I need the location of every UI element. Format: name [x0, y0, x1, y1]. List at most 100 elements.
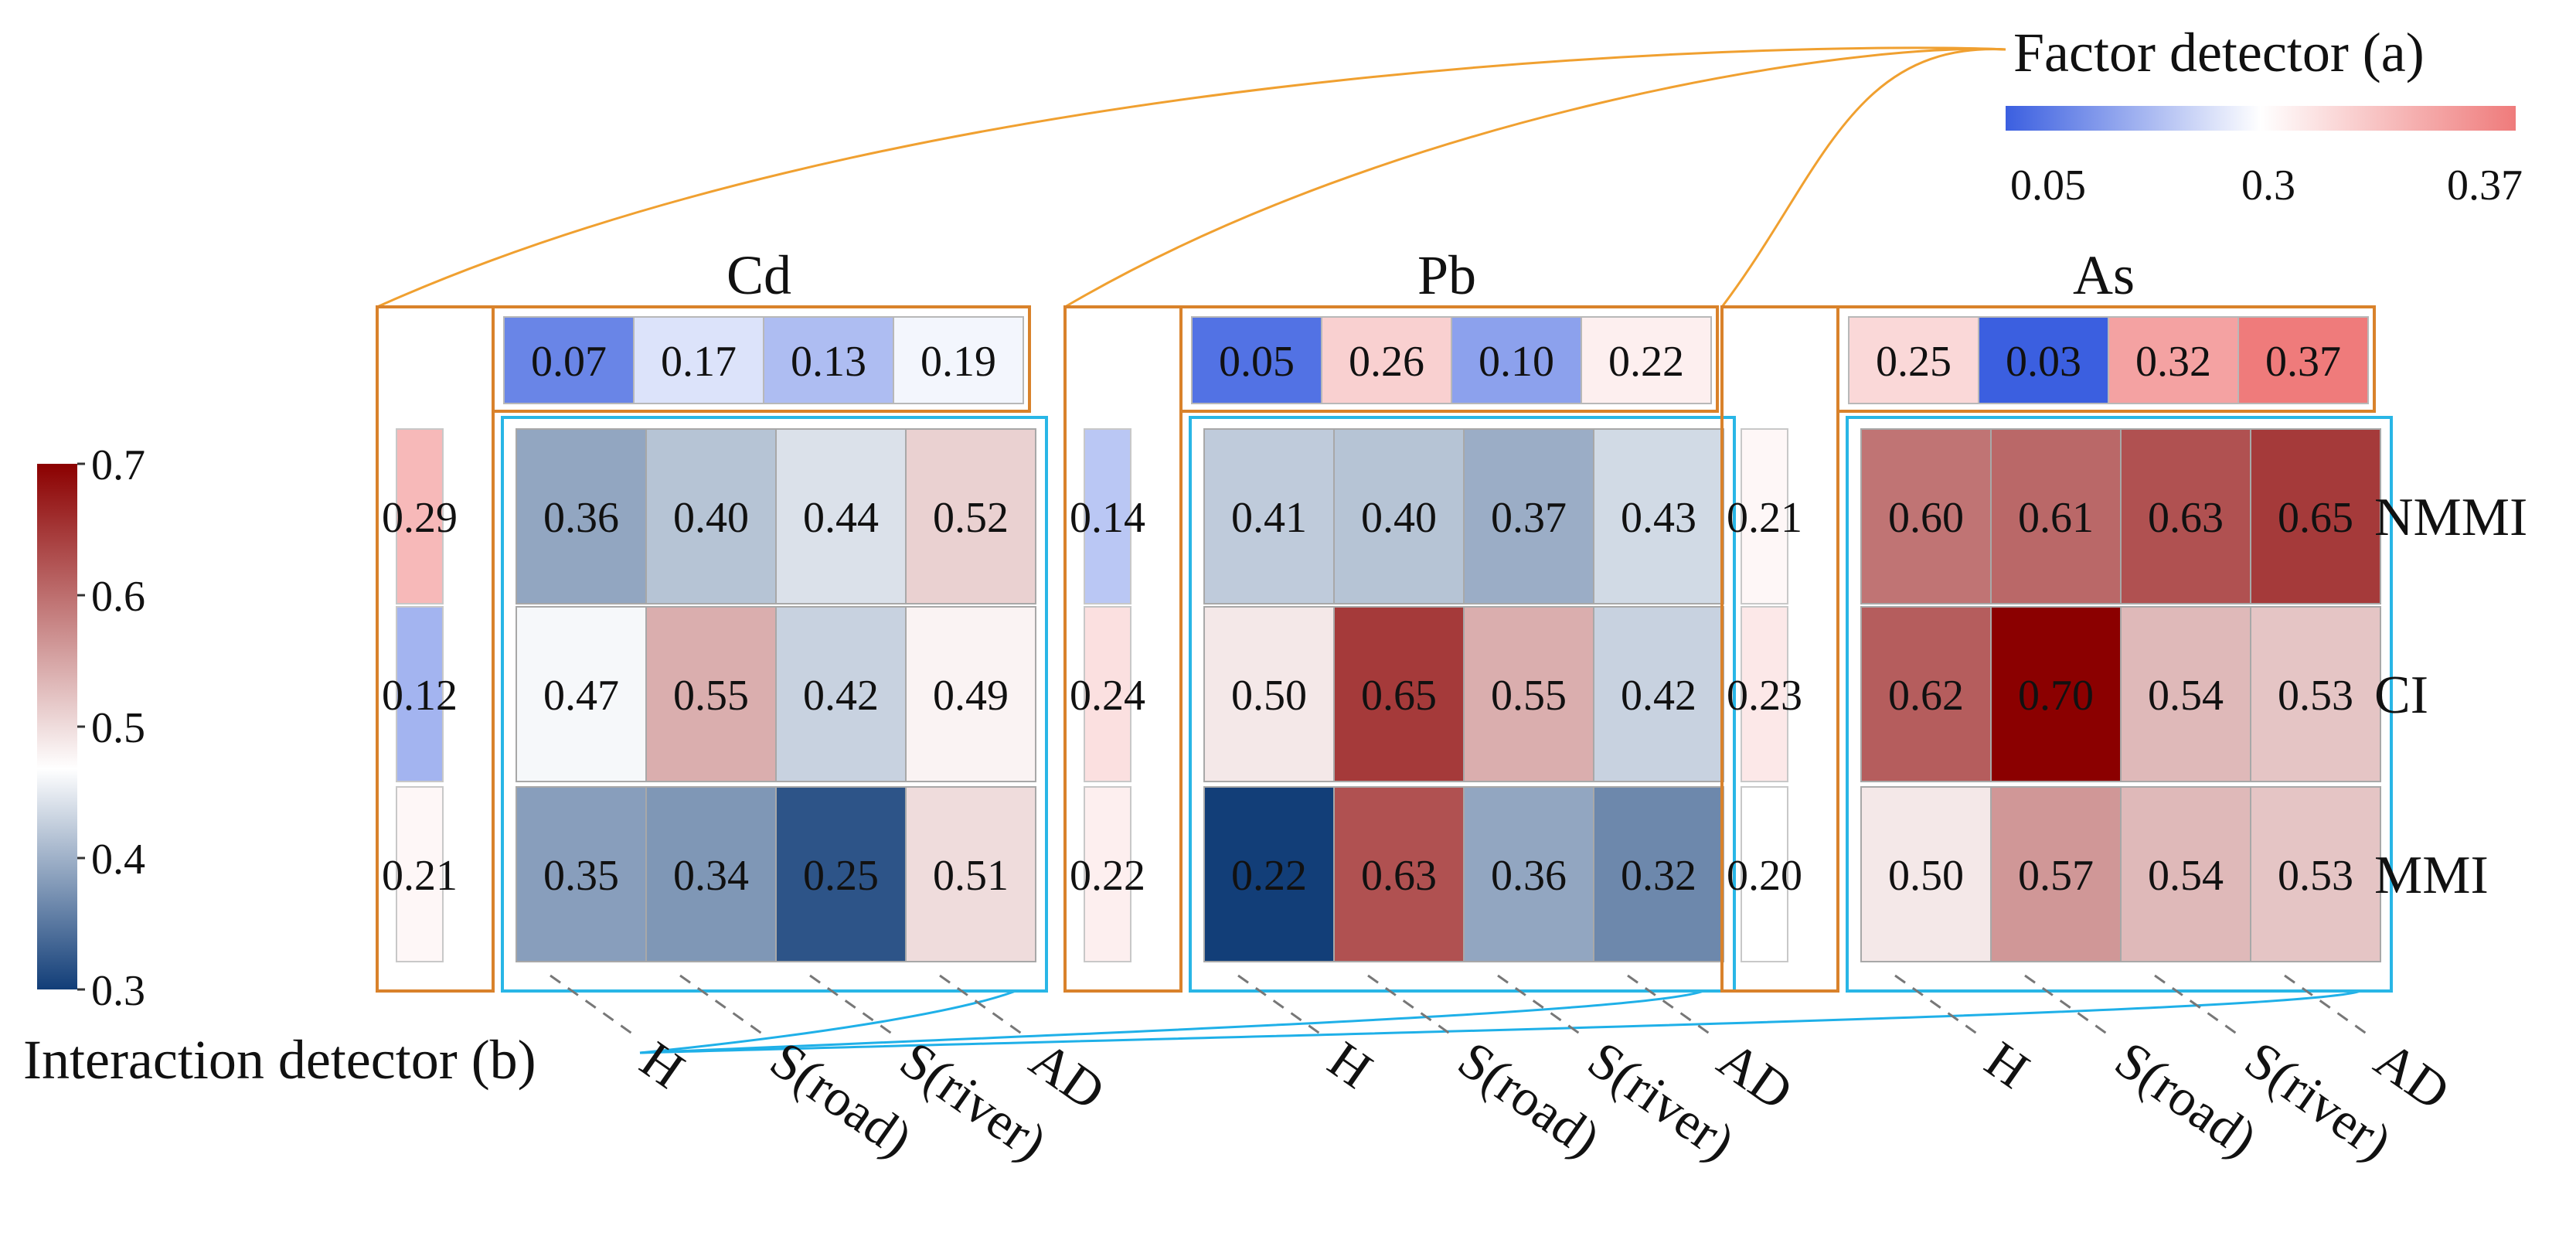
matrix-cell — [1860, 786, 1992, 962]
matrix-outline — [501, 416, 1048, 993]
interaction-colorbar-tick: 0.4 — [91, 836, 145, 884]
column-leader-line — [1627, 974, 1713, 1037]
factor-cell — [503, 316, 635, 404]
factor-cell — [893, 316, 1024, 404]
factor-cell-label: 0.22 — [1608, 338, 1684, 386]
matrix-cell-label: 0.25 — [803, 852, 879, 900]
row-label: NMMI — [2374, 488, 2527, 547]
matrix-cell-label: 0.50 — [1231, 672, 1307, 720]
factor-cell-label: 0.32 — [2135, 338, 2211, 386]
matrix-cell — [2250, 786, 2381, 962]
panel-title: Cd — [727, 244, 791, 306]
factor-cell-label: 0.13 — [791, 338, 866, 386]
interaction-connector-curve — [639, 989, 1704, 1054]
row-factor-cell — [396, 606, 444, 782]
matrix-cell-label: 0.50 — [1888, 852, 1964, 900]
matrix-cell — [1593, 786, 1724, 962]
matrix-cell-label: 0.49 — [933, 672, 1009, 720]
row-factor-cell — [1741, 786, 1788, 962]
row-factor-cell-label: 0.21 — [382, 852, 458, 900]
matrix-cell — [645, 428, 777, 604]
factor-cell-label: 0.25 — [1876, 338, 1952, 386]
matrix-cell — [2120, 606, 2251, 782]
row-label: MMI — [2374, 846, 2489, 905]
factor-cell — [1978, 316, 2109, 404]
matrix-cell — [1860, 606, 1992, 782]
matrix-cell — [1593, 428, 1724, 604]
matrix-cell — [1333, 786, 1465, 962]
row-factor-cell-label: 0.12 — [382, 672, 458, 720]
matrix-cell — [1990, 428, 2122, 604]
panel-as: As 0.25 0.03 0.32 0.37 0.21 0.23 0.20 0.60 0.61 0.… — [1720, 244, 2460, 1172]
row-factor-cell-label: 0.20 — [1727, 852, 1802, 900]
interaction-connector-curve — [639, 989, 1016, 1054]
matrix-cell-label: 0.62 — [1888, 672, 1964, 720]
row-factor-cell — [396, 428, 444, 604]
interaction-detector-colorbar — [37, 464, 77, 989]
factor-cell — [1321, 316, 1452, 404]
column-leader-line — [2154, 974, 2241, 1037]
matrix-cell — [516, 428, 647, 604]
factor-connector-curve — [1720, 48, 2006, 308]
column-leader-line — [2024, 974, 2111, 1037]
panel-outline-top — [1836, 305, 2376, 413]
matrix-cell-label: 0.42 — [1621, 672, 1696, 720]
interaction-colorbar-tick: 0.5 — [91, 704, 145, 752]
matrix-cell-label: 0.37 — [1491, 494, 1567, 542]
panel-title: As — [2073, 244, 2135, 306]
column-leader-line — [1894, 974, 1981, 1037]
row-factor-cell-label: 0.22 — [1070, 852, 1145, 900]
column-leader-line — [939, 974, 1026, 1037]
panel-outline-top — [492, 305, 1031, 413]
matrix-cell-label: 0.22 — [1231, 852, 1307, 900]
matrix-cell-label: 0.36 — [1491, 852, 1567, 900]
matrix-cell — [1463, 786, 1594, 962]
matrix-cell — [1203, 606, 1335, 782]
factor-cell — [2108, 316, 2239, 404]
column-label: H — [1975, 1030, 2040, 1099]
matrix-cell — [2120, 428, 2251, 604]
factor-detector-legend: Factor detector (a) 0.05 0.3 0.37 — [2006, 22, 2523, 209]
factor-connector-curve — [376, 46, 2006, 308]
matrix-cell — [2250, 606, 2381, 782]
panel-outline-left — [1720, 305, 1839, 993]
column-label: H — [630, 1030, 695, 1099]
column-leader-line — [679, 974, 766, 1037]
interaction-colorbar-tick: 0.3 — [91, 967, 145, 1015]
interaction-colorbar-tick: 0.7 — [91, 441, 145, 489]
matrix-cell — [1990, 606, 2122, 782]
matrix-cell-label: 0.47 — [543, 672, 619, 720]
matrix-cell-label: 0.54 — [2148, 672, 2224, 720]
factor-cell-label: 0.05 — [1219, 338, 1295, 386]
column-leader-line — [1367, 974, 1454, 1037]
row-factor-cell — [1741, 428, 1788, 604]
row-factor-cell — [1084, 606, 1131, 782]
matrix-cell-label: 0.44 — [803, 494, 879, 542]
column-label: S(road) — [2105, 1030, 2268, 1168]
matrix-cell — [1203, 428, 1335, 604]
matrix-cell — [905, 428, 1036, 604]
row-factor-cell-label: 0.23 — [1727, 672, 1802, 720]
matrix-cell — [516, 786, 647, 962]
panel-outline-left — [1063, 305, 1183, 993]
matrix-cell-label: 0.60 — [1888, 494, 1964, 542]
factor-detector-colorbar — [2006, 106, 2516, 131]
factor-cell-label: 0.10 — [1479, 338, 1554, 386]
row-factor-cell-label: 0.21 — [1727, 494, 1802, 542]
matrix-cell — [775, 428, 907, 604]
matrix-cell — [2120, 786, 2251, 962]
column-label: S(river) — [1577, 1030, 1745, 1172]
column-label: S(road) — [1448, 1030, 1611, 1168]
interaction-colorbar-tick: 0.6 — [91, 573, 145, 621]
row-factor-cell — [396, 786, 444, 962]
factor-colorbar-tick: 0.3 — [2241, 162, 2295, 209]
column-label: S(river) — [2234, 1030, 2402, 1172]
matrix-cell — [1593, 606, 1724, 782]
factor-connector-curve — [1064, 47, 2006, 308]
matrix-cell-label: 0.61 — [2018, 494, 2094, 542]
factor-cell-label: 0.17 — [661, 338, 737, 386]
row-label: CI — [2374, 666, 2428, 725]
column-leader-line — [1237, 974, 1324, 1037]
factor-cell — [1848, 316, 1979, 404]
